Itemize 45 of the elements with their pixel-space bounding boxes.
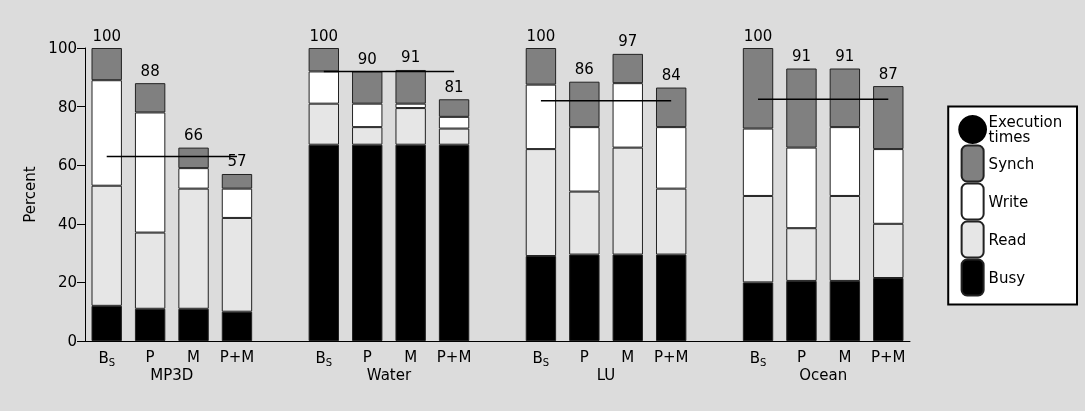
total-label: 100 <box>743 26 773 45</box>
y-axis-title: Percent <box>20 166 39 223</box>
total-label: 84 <box>661 66 681 85</box>
total-label: 91 <box>791 47 811 66</box>
total-label: 91 <box>401 48 421 67</box>
y-tick-label: 40 <box>57 214 77 233</box>
legend-label: Synch <box>988 154 1035 173</box>
x-tick-label: P+M <box>436 347 472 366</box>
text: Ocean <box>799 365 848 384</box>
legend-label: Busy <box>988 268 1026 287</box>
total-label: 90 <box>357 49 377 68</box>
x-tick-label: M <box>621 347 635 366</box>
y-tick-label: 0 <box>67 332 77 350</box>
total-label: 100 <box>526 26 556 45</box>
total-label: 100 <box>309 26 339 45</box>
y-tick-label: 80 <box>57 97 77 116</box>
legend-label: Execution times <box>988 113 1068 146</box>
total-label: 86 <box>574 60 594 79</box>
text: MP3D <box>150 365 194 384</box>
x-tick-label: P <box>796 347 806 366</box>
legend-label: Read <box>988 230 1027 249</box>
x-tick-label: P <box>579 347 589 366</box>
total-label: 87 <box>878 64 898 83</box>
y-tick-label: 60 <box>57 156 77 175</box>
y-tick-label: 100 <box>48 39 77 57</box>
x-tick-label: P+M <box>219 347 255 366</box>
bar <box>395 69 426 104</box>
total-label: 100 <box>92 26 122 45</box>
text: LU <box>596 365 616 384</box>
x-tick-label: P <box>145 347 155 366</box>
total-label: 91 <box>835 47 855 66</box>
total-label: 88 <box>140 61 160 80</box>
y-tick-label: 20 <box>57 273 77 292</box>
x-tick-label: P+M <box>653 347 689 366</box>
total-label: 81 <box>444 77 464 96</box>
x-tick-label: M <box>187 347 201 366</box>
legend-label: Write <box>988 192 1029 211</box>
x-tick-label: P+M <box>871 347 906 366</box>
x-tick-label: M <box>838 347 852 366</box>
total-label: 97 <box>618 32 638 51</box>
x-tick-label: P <box>362 347 372 366</box>
x-tick-label: M <box>404 347 418 366</box>
text: Water <box>366 365 412 384</box>
total-label: 57 <box>227 152 247 171</box>
total-label: 66 <box>184 126 204 145</box>
